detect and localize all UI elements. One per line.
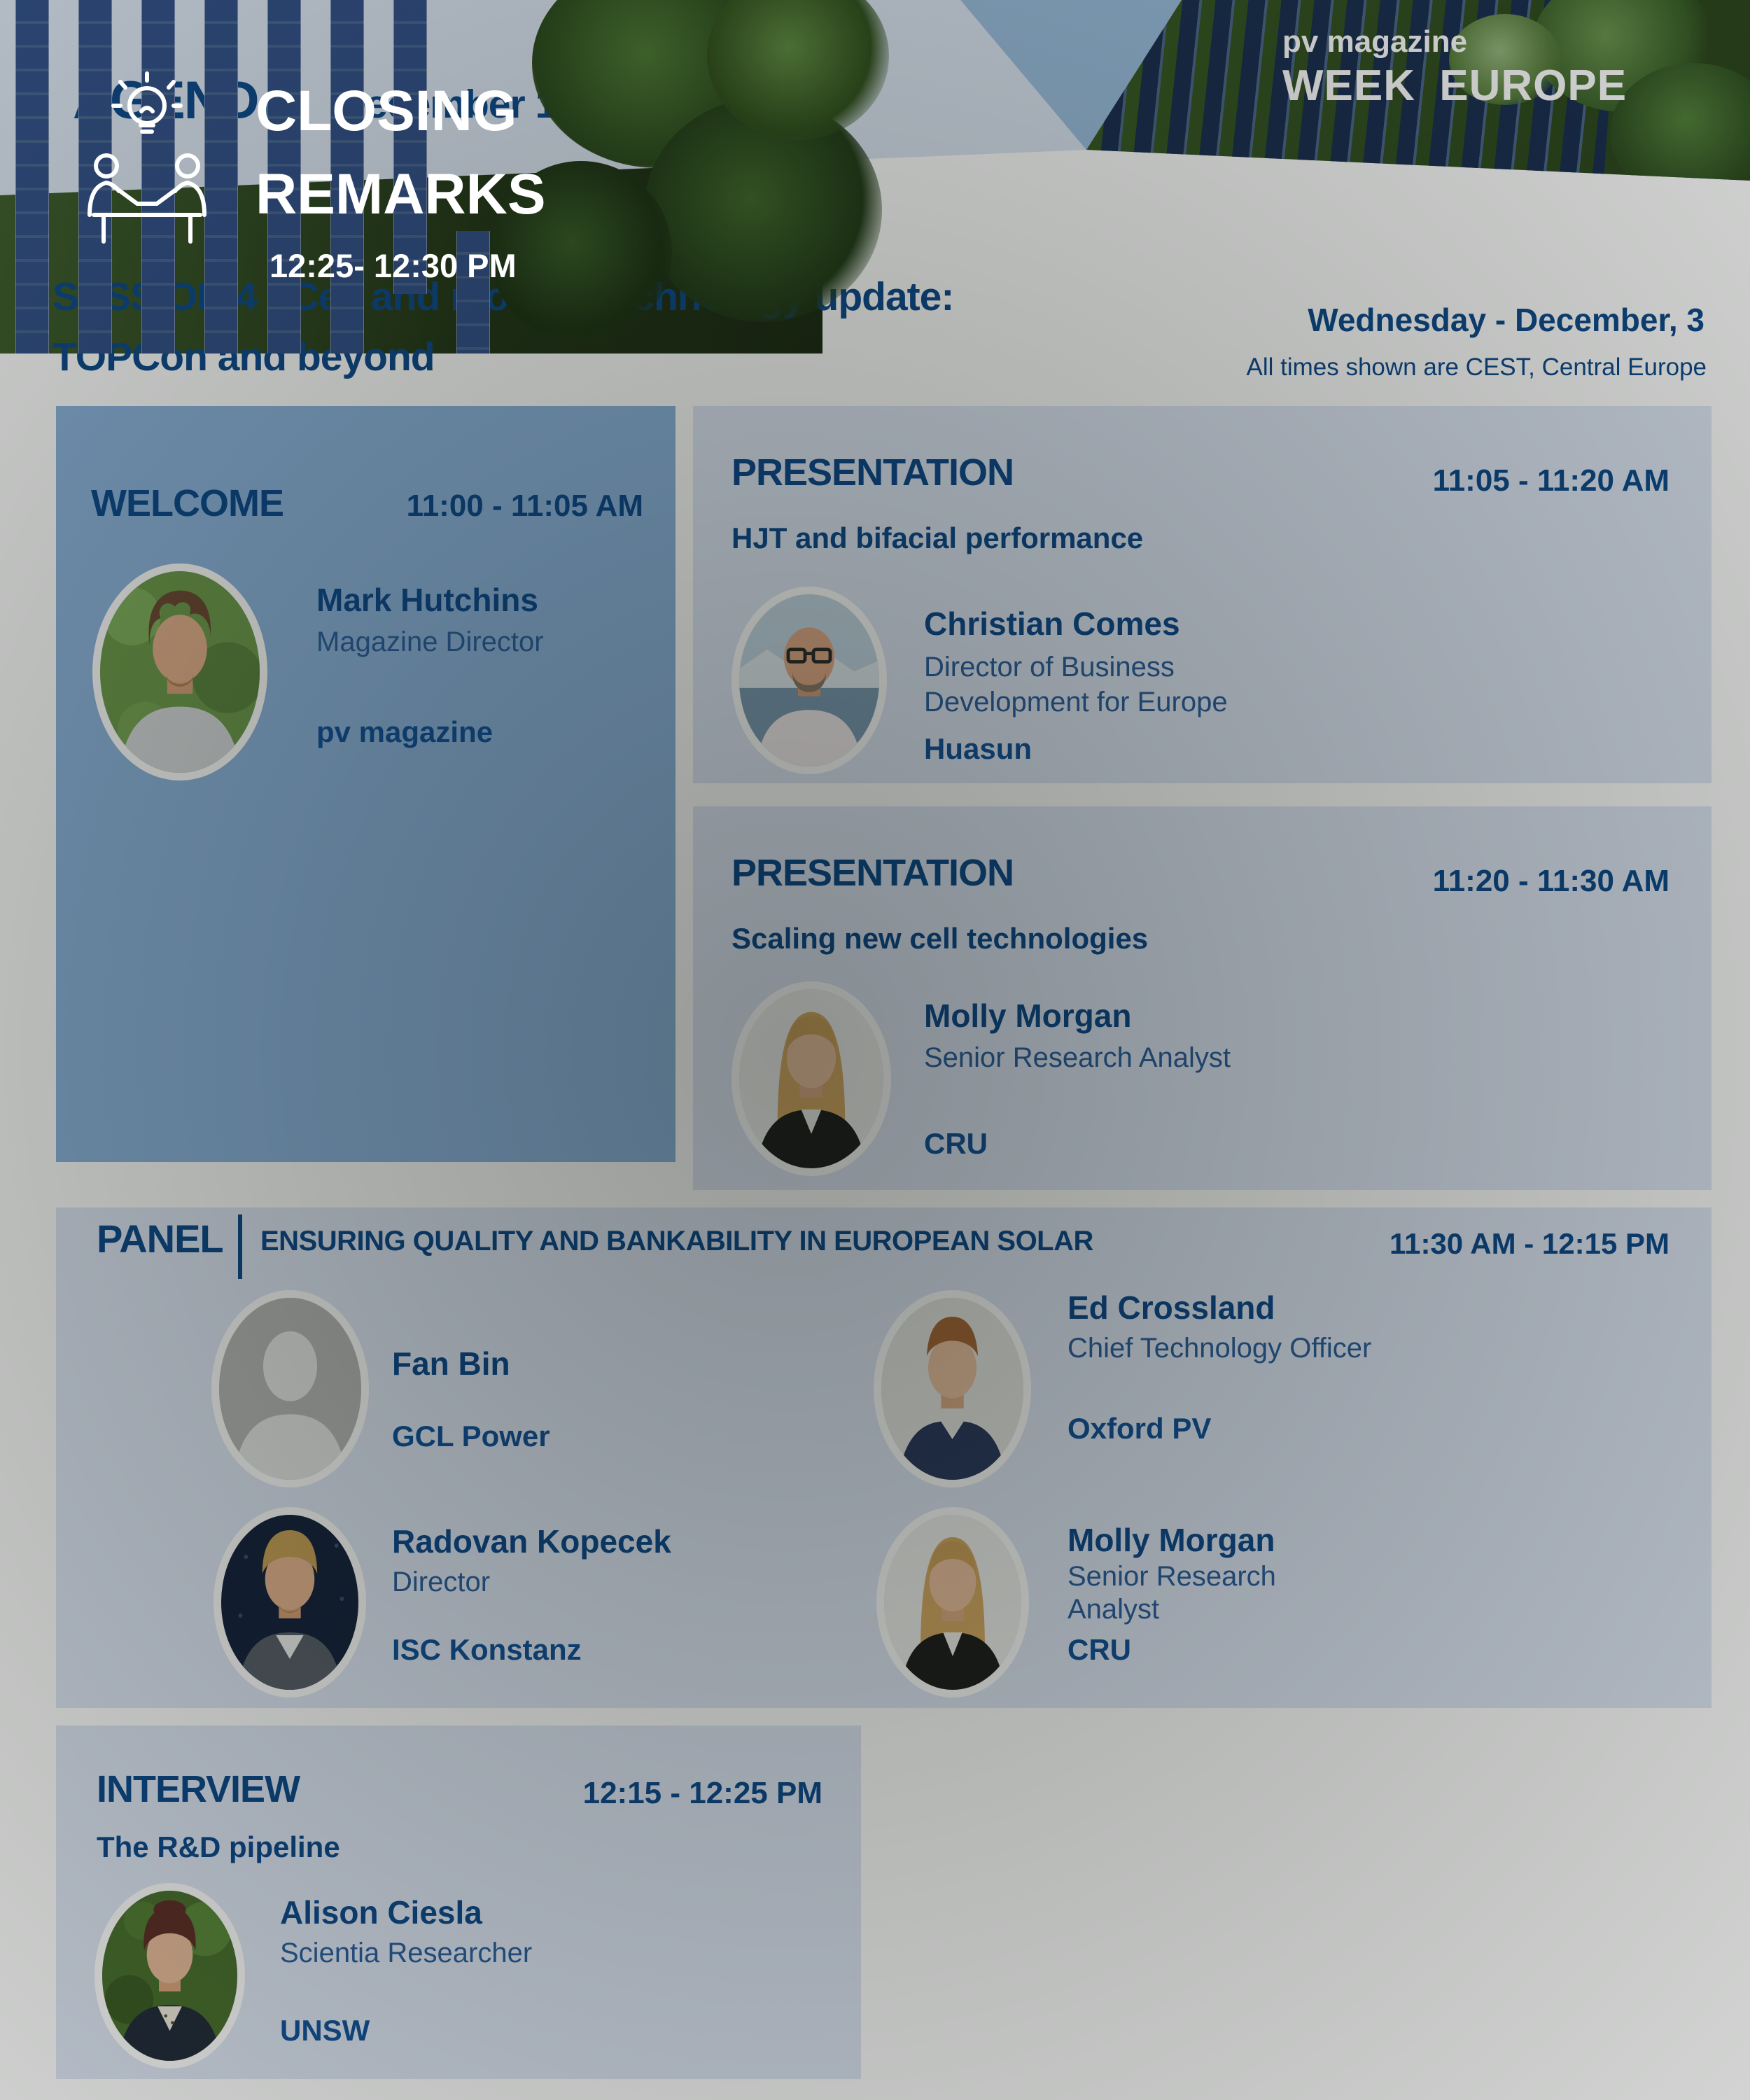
presentation2-time: 11:20 - 11:30 AM xyxy=(1433,864,1670,899)
session-title-line2: TOPCon and beyond xyxy=(52,328,1186,388)
solar-panel-row xyxy=(141,0,175,354)
presentation2-block: PRESENTATION 11:20 - 11:30 AM Scaling ne… xyxy=(693,806,1712,1190)
panel-topic: ENSURING QUALITY AND BANKABILITY IN EURO… xyxy=(260,1226,1093,1257)
tree-foliage xyxy=(490,161,672,343)
presentation1-label: PRESENTATION xyxy=(732,451,1014,494)
interview-block: INTERVIEW 12:15 - 12:25 PM The R&D pipel… xyxy=(56,1726,861,2079)
timezone-note: All times shown are CEST, Central Europe xyxy=(1247,354,1707,382)
solar-panel-row xyxy=(15,0,49,354)
portrait-illustration xyxy=(100,571,260,773)
speaker-name: Molly Morgan xyxy=(924,997,1131,1035)
speaker-org: pv magazine xyxy=(316,715,493,749)
speaker-role: Senior Research Analyst xyxy=(924,1040,1231,1075)
photo-shade-overlay xyxy=(1086,0,1750,181)
presentation1-time: 11:05 - 11:20 AM xyxy=(1433,463,1670,498)
speaker-org: GCL Power xyxy=(392,1420,550,1453)
brand-line1: pv magazine xyxy=(1282,27,1627,57)
header-solar-farm-photo: pv magazine WEEK EUROPE xyxy=(1086,0,1750,181)
avatar-mark-hutchins xyxy=(92,564,267,780)
speaker-name: Molly Morgan xyxy=(1068,1521,1275,1559)
closing-title-line2: REMARKS xyxy=(255,162,546,226)
solar-panel-row xyxy=(393,0,427,294)
tree-foliage xyxy=(707,0,889,140)
closing-time: 12:25- 12:30 PM xyxy=(270,247,517,284)
interview-topic: The R&D pipeline xyxy=(97,1830,340,1864)
panel-time: 11:30 AM - 12:15 PM xyxy=(1390,1227,1670,1261)
brand-line2: WEEK EUROPE xyxy=(1282,64,1627,108)
portrait-illustration xyxy=(221,1515,358,1690)
speaker-name: Fan Bin xyxy=(392,1345,510,1382)
avatar-molly-morgan xyxy=(732,981,891,1176)
panel-title-divider xyxy=(238,1214,242,1279)
speaker-role: Director of Business Development for Eur… xyxy=(924,650,1228,720)
welcome-time: 11:00 - 11:05 AM xyxy=(407,489,643,524)
closing-title: CLOSING REMARKS xyxy=(255,70,546,237)
speaker-org: Huasun xyxy=(924,732,1032,766)
discussion-lightbulb-icon xyxy=(88,71,206,244)
avatar-molly-morgan xyxy=(876,1507,1029,1698)
speaker-role: Scientia Researcher xyxy=(280,1935,532,1970)
portrait-illustration xyxy=(739,989,883,1168)
panel-block: PANEL ENSURING QUALITY AND BANKABILITY I… xyxy=(56,1208,1712,1708)
presentation2-label: PRESENTATION xyxy=(732,851,1014,895)
avatar-radovan-kopecek xyxy=(214,1507,366,1698)
speaker-org: CRU xyxy=(1068,1633,1131,1667)
pv-magazine-week-europe-logo: pv magazine WEEK EUROPE xyxy=(1282,27,1627,108)
speaker-name: Ed Crossland xyxy=(1068,1289,1275,1326)
speaker-org: CRU xyxy=(924,1127,988,1161)
portrait-illustration xyxy=(881,1298,1023,1480)
welcome-block: WELCOME 11:00 - 11:05 AM Mark Hutchins M… xyxy=(56,406,676,1162)
speaker-role: Senior Research Analyst xyxy=(1068,1560,1276,1626)
interview-label: INTERVIEW xyxy=(97,1768,300,1811)
speaker-name: Alison Ciesla xyxy=(280,1893,482,1931)
tree-foliage xyxy=(1449,14,1561,105)
speaker-role: Director xyxy=(392,1564,490,1600)
closing-title-line1: CLOSING xyxy=(255,79,517,143)
speaker-name: Christian Comes xyxy=(924,605,1180,643)
portrait-illustration xyxy=(884,1515,1021,1690)
avatar-christian-comes xyxy=(732,587,887,774)
speaker-role: Magazine Director xyxy=(316,624,544,659)
solar-panel-row xyxy=(204,0,238,354)
solar-panel-row xyxy=(330,0,364,354)
speaker-name: Mark Hutchins xyxy=(316,581,538,619)
speaker-org: UNSW xyxy=(280,2014,370,2047)
session-day: Wednesday - December, 3 xyxy=(1308,301,1704,339)
avatar-alison-ciesla xyxy=(94,1883,245,2068)
presentation2-topic: Scaling new cell technologies xyxy=(732,922,1148,955)
speaker-org: ISC Konstanz xyxy=(392,1633,582,1667)
presentation1-block: PRESENTATION 11:05 - 11:20 AM HJT and bi… xyxy=(693,406,1712,783)
panel-label: PANEL xyxy=(97,1216,224,1261)
speaker-name: Radovan Kopecek xyxy=(392,1522,671,1560)
speaker-role: Chief Technology Officer xyxy=(1068,1331,1371,1366)
tree-foliage xyxy=(644,98,882,322)
portrait-illustration xyxy=(102,1891,237,2061)
presentation1-topic: HJT and bifacial performance xyxy=(732,522,1143,555)
solar-panel-row xyxy=(456,231,490,354)
avatar-fan-bin-placeholder xyxy=(211,1290,369,1488)
avatar-ed-crossland xyxy=(874,1290,1031,1488)
welcome-label: WELCOME xyxy=(91,482,284,525)
solar-panel-row xyxy=(267,0,301,354)
person-placeholder-icon xyxy=(219,1298,361,1480)
speaker-org: Oxford PV xyxy=(1068,1412,1211,1446)
interview-time: 12:15 - 12:25 PM xyxy=(583,1776,822,1811)
